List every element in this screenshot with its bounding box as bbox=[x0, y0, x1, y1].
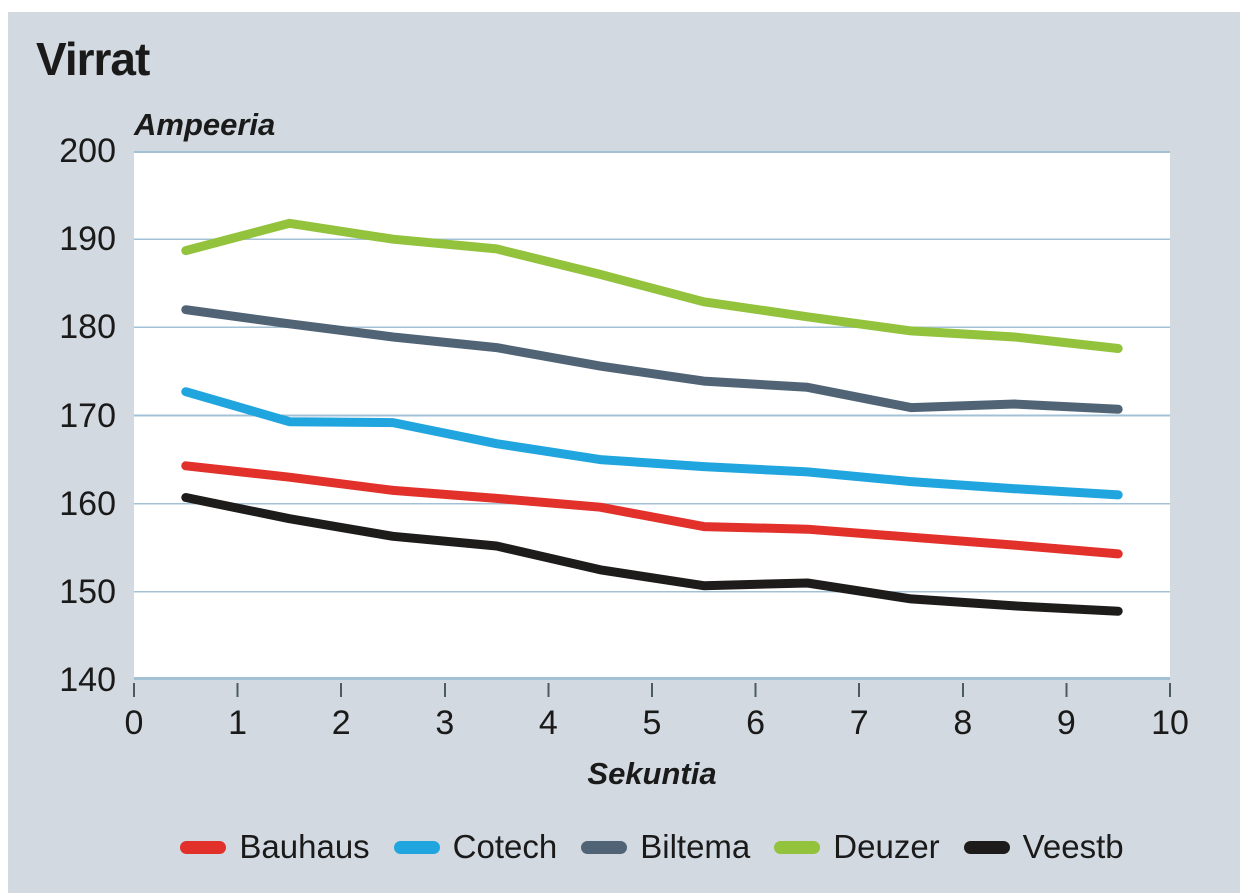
series-line-deuzer bbox=[181, 218, 1123, 353]
series-line-veestb bbox=[181, 493, 1123, 616]
x-axis-label-4: 4 bbox=[538, 704, 558, 742]
legend-item-veestb: Veestb bbox=[963, 827, 1124, 867]
legend-swatch-biltema bbox=[581, 840, 628, 854]
legend-label-bauhaus: Bauhaus bbox=[239, 828, 370, 865]
plot-area bbox=[133, 151, 1171, 697]
legend-item-biltema: Biltema bbox=[581, 827, 750, 867]
chart-panel: Virrat Ampeeria 140 150 160 170 180 190 200 0 1… bbox=[8, 12, 1240, 893]
x-axis-label-1: 1 bbox=[228, 704, 248, 742]
x-axis-label-0: 0 bbox=[124, 704, 144, 742]
legend-item-bauhaus: Bauhaus bbox=[180, 827, 370, 867]
y-axis-label-140: 140 bbox=[59, 661, 116, 699]
legend-label-cotech: Cotech bbox=[452, 828, 558, 865]
x-axis-label-5: 5 bbox=[642, 704, 662, 742]
x-axis-label-3: 3 bbox=[435, 704, 455, 742]
chart-title: Virrat bbox=[36, 33, 150, 85]
x-axis-title: Sekuntia bbox=[587, 756, 717, 791]
y-axis-label-180: 180 bbox=[59, 308, 116, 347]
y-axis-label-150: 150 bbox=[59, 572, 116, 611]
y-axis-label-200: 200 bbox=[59, 132, 116, 170]
chart-canvas bbox=[133, 151, 1171, 697]
x-axis-label-2: 2 bbox=[331, 704, 351, 742]
x-axis-label-6: 6 bbox=[746, 704, 766, 742]
series-line-bauhaus bbox=[181, 461, 1123, 559]
legend-item-cotech: Cotech bbox=[393, 827, 558, 867]
series-line-biltema bbox=[181, 305, 1123, 414]
legend-label-veestb: Veestb bbox=[1022, 828, 1124, 865]
x-axis-label-7: 7 bbox=[849, 704, 869, 742]
x-axis-label-10: 10 bbox=[1151, 704, 1189, 742]
legend-swatch-deuzer bbox=[774, 840, 821, 854]
legend-swatch-veestb bbox=[963, 840, 1010, 854]
legend-label-biltema: Biltema bbox=[640, 828, 751, 865]
y-axis-label-160: 160 bbox=[59, 484, 116, 523]
y-axis-label-190: 190 bbox=[59, 220, 116, 259]
legend: Bauhaus Cotech Biltema Deuzer Veestb bbox=[134, 824, 1170, 870]
legend-swatch-cotech bbox=[393, 840, 440, 854]
y-axis-label-170: 170 bbox=[59, 396, 116, 435]
legend-label-deuzer: Deuzer bbox=[833, 828, 940, 865]
x-axis-label-8: 8 bbox=[953, 704, 973, 742]
legend-item-deuzer: Deuzer bbox=[774, 827, 940, 867]
x-axis-label-9: 9 bbox=[1056, 704, 1076, 742]
series-line-cotech bbox=[181, 387, 1123, 500]
legend-swatch-bauhaus bbox=[180, 840, 227, 854]
y-axis-title: Ampeeria bbox=[134, 107, 276, 142]
